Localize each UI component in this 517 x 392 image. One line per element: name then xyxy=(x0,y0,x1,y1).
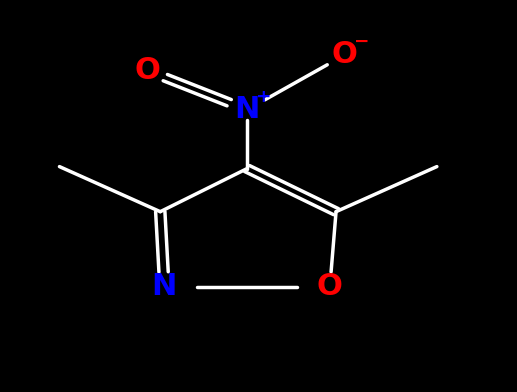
Text: O: O xyxy=(134,56,160,85)
Text: +: + xyxy=(256,88,271,106)
Text: −: − xyxy=(354,33,369,51)
Text: N: N xyxy=(234,95,260,124)
Text: O: O xyxy=(317,272,343,301)
Text: N: N xyxy=(151,272,177,301)
Text: O: O xyxy=(332,40,358,69)
